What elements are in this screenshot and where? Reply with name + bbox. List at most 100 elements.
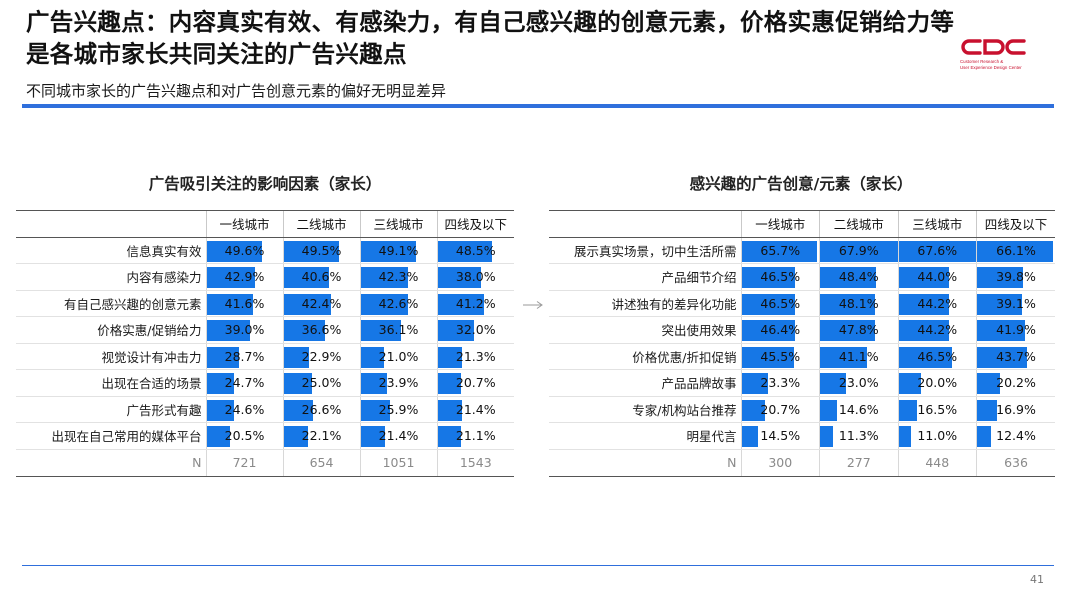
value-bar xyxy=(898,426,912,447)
value-bar xyxy=(206,346,239,368)
value-bar xyxy=(360,320,402,341)
table-row: 出现在自己常用的媒体平台 20.5% 22.1% 21.4% 21.1% xyxy=(16,422,514,450)
value-cell: 14.5% xyxy=(740,422,820,450)
value-bar xyxy=(898,267,949,288)
value-cell: 42.6% xyxy=(359,290,437,317)
value-cell: 42.9% xyxy=(205,263,283,291)
value-cell: 14.6% xyxy=(819,396,898,423)
value-label: 43.7% xyxy=(996,348,1036,364)
table-row: 展示真实场景，切中生活所需 65.7% 67.9% 67.6% 66.1% xyxy=(549,237,1055,264)
value-cell: 41.9% xyxy=(976,316,1055,344)
left-table-header: 一线城市 二线城市 三线城市 四线及以下 xyxy=(16,211,514,238)
value-cell: 67.9% xyxy=(819,237,898,264)
arrow-right-icon xyxy=(523,301,543,309)
value-bar xyxy=(820,399,837,421)
left-table: 一线城市 二线城市 三线城市 四线及以下 信息真实有效 49.6% 49.5% 49.… xyxy=(16,210,514,477)
value-bar xyxy=(283,267,330,288)
page-number: 41 xyxy=(1030,573,1044,586)
value-bar xyxy=(820,240,898,262)
value-bar xyxy=(283,240,340,262)
value-bar xyxy=(898,240,976,262)
value-bar xyxy=(898,373,922,394)
value-cell: 49.1% xyxy=(359,237,437,264)
value-label: 39.0% xyxy=(224,322,265,337)
value-label: 25.9% xyxy=(378,401,419,417)
value-cell: 67.6% xyxy=(897,237,977,264)
col-header: 二线城市 xyxy=(819,211,898,238)
value-label: 67.6% xyxy=(917,242,958,258)
value-label: 38.0% xyxy=(455,269,496,284)
header-divider xyxy=(22,104,1054,108)
value-bar xyxy=(206,240,263,262)
value-label: 20.7% xyxy=(455,375,496,390)
value-cell: 21.4% xyxy=(436,396,514,423)
value-cell: 41.2% xyxy=(436,290,514,317)
value-label: 65.7% xyxy=(760,242,801,258)
row-label: 有自己感兴趣的创意元素 xyxy=(16,290,206,317)
value-cell: 23.9% xyxy=(359,369,437,397)
value-bar xyxy=(437,267,481,288)
value-label: 22.9% xyxy=(301,348,342,364)
value-bar xyxy=(206,267,255,288)
value-label: 28.7% xyxy=(224,348,265,364)
value-bar xyxy=(820,426,833,447)
cdc-logo-icon xyxy=(961,39,1026,55)
page-subtitle: 不同城市家长的广告兴趣点和对广告创意元素的偏好无明显差异 xyxy=(26,82,447,100)
value-cell: 20.0% xyxy=(897,369,977,397)
value-bar xyxy=(283,320,325,341)
value-cell: 23.0% xyxy=(819,369,898,397)
value-cell: 23.3% xyxy=(740,369,820,397)
value-label: 40.6% xyxy=(301,269,342,284)
value-bar xyxy=(741,373,769,394)
value-cell: 11.3% xyxy=(819,422,898,450)
col-header: 三线城市 xyxy=(897,211,977,238)
value-bar xyxy=(206,426,230,447)
value-label: 46.5% xyxy=(760,269,801,284)
value-bar xyxy=(820,373,847,394)
table-row: 价格实惠/促销给力 39.0% 36.6% 36.1% 32.0% xyxy=(16,316,514,344)
row-label: 广告形式有趣 xyxy=(16,396,206,423)
value-bar xyxy=(206,293,254,315)
value-cell: 48.5% xyxy=(436,237,514,264)
value-label: 16.9% xyxy=(996,401,1036,417)
sample-size-value: 1543 xyxy=(436,449,514,476)
value-label: 47.8% xyxy=(838,322,879,337)
value-cell: 45.5% xyxy=(740,343,820,370)
value-bar xyxy=(977,320,1026,341)
value-cell: 28.7% xyxy=(205,343,283,370)
value-bar xyxy=(437,346,462,368)
value-label: 49.5% xyxy=(301,242,342,258)
col-header: 一线城市 xyxy=(740,211,820,238)
logo-caption: Customer Research & User Experience Desi… xyxy=(960,59,1060,70)
table-row: 产品品牌故事 23.3% 23.0% 20.0% 20.2% xyxy=(549,369,1055,397)
value-bar xyxy=(437,426,462,447)
sample-size-row: N 721 654 1051 1543 xyxy=(16,449,514,476)
value-bar xyxy=(741,267,795,288)
value-bar xyxy=(977,426,992,447)
value-cell: 48.1% xyxy=(819,290,898,317)
value-bar xyxy=(360,373,388,394)
value-label: 22.1% xyxy=(301,428,342,443)
value-cell: 22.1% xyxy=(282,422,360,450)
row-label: 出现在自己常用的媒体平台 xyxy=(16,422,206,450)
value-label: 48.5% xyxy=(455,242,496,258)
col-header: 四线及以下 xyxy=(976,211,1055,238)
value-cell: 49.6% xyxy=(205,237,283,264)
value-bar xyxy=(898,399,918,421)
value-bar xyxy=(977,267,1023,288)
value-bar xyxy=(741,240,817,262)
value-label: 42.4% xyxy=(301,295,342,311)
value-label: 21.4% xyxy=(378,428,419,443)
value-label: 46.5% xyxy=(760,295,801,311)
value-bar xyxy=(437,373,461,394)
value-label: 36.1% xyxy=(378,322,419,337)
col-header: 二线城市 xyxy=(282,211,360,238)
value-cell: 22.9% xyxy=(282,343,360,370)
value-label: 23.0% xyxy=(838,375,879,390)
value-label: 41.1% xyxy=(838,348,879,364)
value-cell: 40.6% xyxy=(282,263,360,291)
sample-size-value: 654 xyxy=(282,449,360,476)
row-label: 展示真实场景，切中生活所需 xyxy=(549,237,741,264)
value-cell: 20.2% xyxy=(976,369,1055,397)
value-label: 41.2% xyxy=(455,295,496,311)
